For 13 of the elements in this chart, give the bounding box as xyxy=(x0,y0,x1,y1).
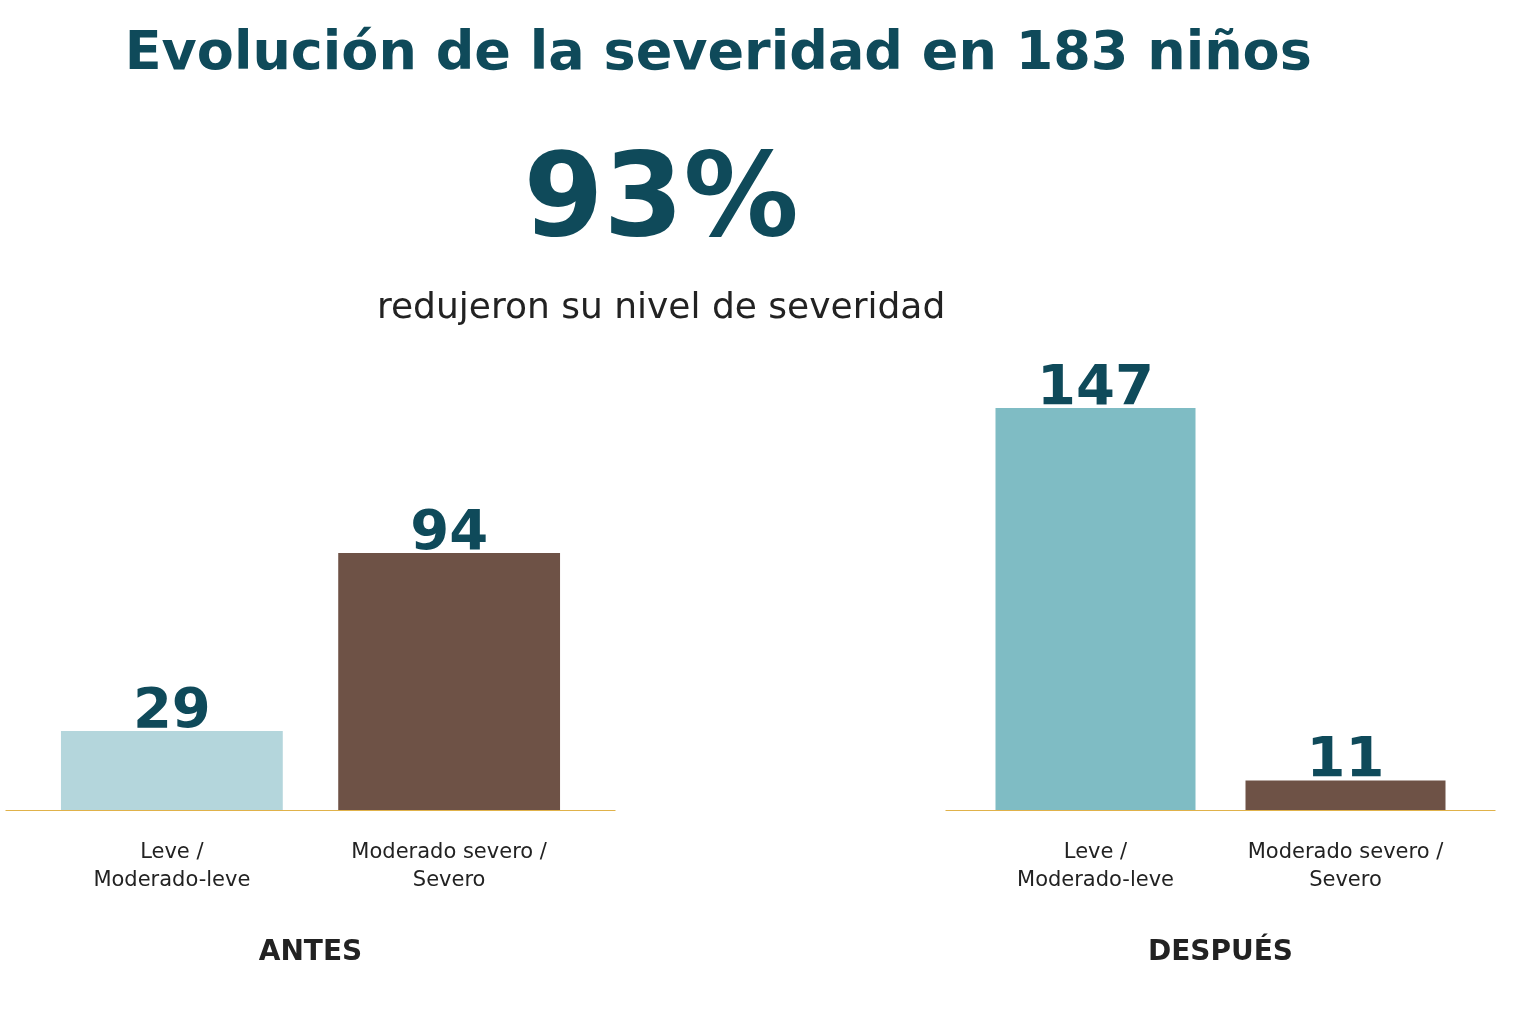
text: redujeron su nivel de severidad xyxy=(376,284,946,326)
x-tick-label: Moderado severo / Severo xyxy=(351,838,548,892)
data-label: 11 xyxy=(1306,724,1385,790)
data-label: 29 xyxy=(132,675,211,741)
x-tick-label: Leve / Moderado-leve xyxy=(93,838,251,892)
x-tick-label: Leve / Moderado-leve xyxy=(1017,838,1174,892)
x-tick-label: Moderado severo / Severo xyxy=(1247,838,1445,892)
chart-title: Evolución de la severidad en 183 niños xyxy=(124,18,1312,82)
data-label: 147 xyxy=(1037,351,1154,417)
x-axis-title: DESPUÉS xyxy=(1147,933,1294,968)
data-label: 94 xyxy=(410,497,489,563)
text: 93% xyxy=(523,127,799,262)
x-axis-title: ANTES xyxy=(258,934,363,968)
